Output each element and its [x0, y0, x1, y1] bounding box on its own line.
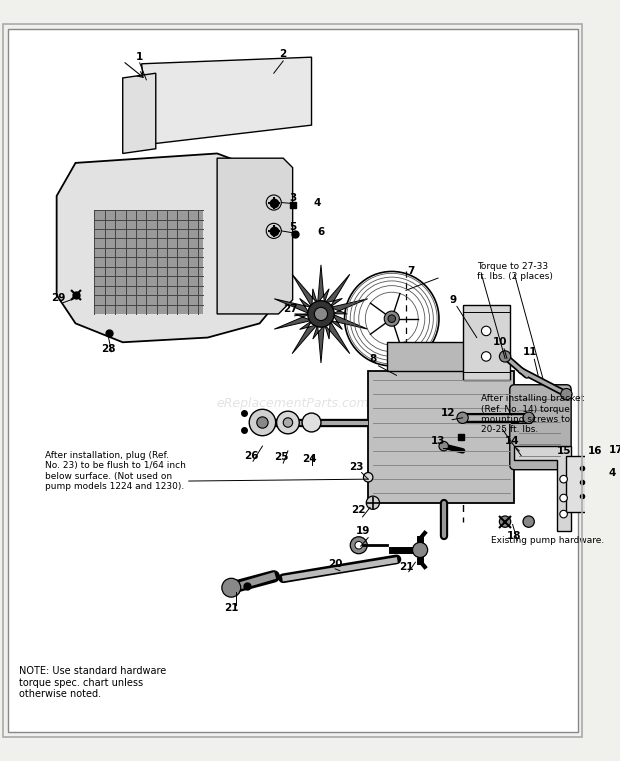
Text: 21: 21 [399, 562, 413, 572]
Text: 22: 22 [352, 505, 366, 515]
Text: 18: 18 [507, 530, 522, 541]
Circle shape [439, 441, 448, 451]
FancyBboxPatch shape [510, 385, 571, 470]
Circle shape [412, 543, 428, 558]
Polygon shape [141, 57, 311, 144]
Circle shape [308, 301, 334, 327]
Polygon shape [217, 158, 293, 314]
Polygon shape [463, 304, 510, 380]
Circle shape [363, 473, 373, 482]
Text: After installation, plug (Ref.
No. 23) to be flush to 1/64 inch
below surface. (: After installation, plug (Ref. No. 23) t… [45, 451, 186, 491]
Circle shape [302, 413, 321, 432]
Circle shape [560, 494, 567, 501]
Text: Existing pump hardware.: Existing pump hardware. [491, 536, 604, 545]
Circle shape [457, 412, 468, 423]
Text: 29: 29 [51, 293, 66, 303]
Circle shape [499, 516, 511, 527]
Text: 1: 1 [136, 53, 143, 62]
Circle shape [277, 411, 299, 434]
Text: 23: 23 [350, 462, 364, 472]
Polygon shape [330, 299, 368, 314]
Text: 17: 17 [609, 445, 620, 455]
Polygon shape [274, 298, 312, 314]
Text: 16: 16 [588, 446, 602, 456]
Text: 19: 19 [356, 526, 371, 536]
Polygon shape [317, 265, 329, 303]
Polygon shape [292, 320, 317, 354]
Circle shape [257, 417, 268, 428]
Text: 7: 7 [407, 266, 414, 276]
Text: 28: 28 [101, 344, 116, 354]
Circle shape [314, 307, 327, 320]
Circle shape [596, 479, 605, 489]
Polygon shape [387, 342, 495, 371]
Text: 24: 24 [303, 454, 317, 464]
Circle shape [523, 516, 534, 527]
Circle shape [366, 496, 379, 509]
Text: 26: 26 [244, 451, 259, 460]
Circle shape [345, 272, 439, 366]
Circle shape [499, 351, 511, 362]
Text: 21: 21 [224, 603, 239, 613]
Polygon shape [515, 446, 571, 531]
Text: 14: 14 [504, 436, 519, 447]
Circle shape [560, 476, 567, 483]
Circle shape [283, 418, 293, 427]
Polygon shape [313, 325, 324, 363]
Text: 4: 4 [608, 467, 616, 478]
Text: 9: 9 [450, 295, 457, 305]
Polygon shape [274, 314, 312, 329]
Text: 6: 6 [317, 227, 325, 237]
Text: 20: 20 [328, 559, 342, 569]
Circle shape [222, 578, 241, 597]
Text: 27: 27 [283, 304, 298, 314]
Text: 13: 13 [431, 436, 445, 447]
Polygon shape [330, 314, 368, 330]
Circle shape [560, 511, 567, 517]
Polygon shape [567, 456, 600, 512]
Text: 4: 4 [314, 199, 321, 209]
Polygon shape [368, 371, 515, 503]
Text: NOTE: Use standard hardware
torque spec. chart unless
otherwise noted.: NOTE: Use standard hardware torque spec.… [19, 666, 166, 699]
Circle shape [384, 311, 399, 326]
Text: 8: 8 [370, 355, 376, 365]
Polygon shape [94, 210, 203, 314]
Polygon shape [292, 274, 317, 307]
Text: Torque to 27-33
ft. lbs. (2 places): Torque to 27-33 ft. lbs. (2 places) [477, 262, 552, 282]
Circle shape [482, 326, 491, 336]
Polygon shape [56, 154, 283, 342]
Circle shape [355, 542, 363, 549]
Text: eReplacementParts.com: eReplacementParts.com [216, 397, 369, 410]
Text: 25: 25 [274, 453, 288, 463]
Circle shape [560, 389, 572, 400]
Text: 5: 5 [289, 222, 296, 232]
Text: 3: 3 [289, 193, 296, 203]
Text: 15: 15 [557, 446, 572, 456]
Circle shape [523, 412, 534, 423]
Polygon shape [325, 320, 350, 354]
Polygon shape [123, 73, 156, 154]
Circle shape [596, 462, 605, 472]
Circle shape [249, 409, 276, 436]
Circle shape [350, 537, 367, 554]
Text: After installing bracket
(Ref. No. 14) torque
mounting screws to
20-25 ft. lbs.: After installing bracket (Ref. No. 14) t… [482, 394, 585, 435]
Circle shape [388, 315, 396, 323]
Text: 12: 12 [441, 408, 456, 418]
Text: 10: 10 [493, 337, 508, 347]
Text: 2: 2 [280, 49, 287, 59]
Polygon shape [325, 274, 350, 307]
Text: 11: 11 [523, 347, 538, 357]
Circle shape [482, 352, 491, 361]
